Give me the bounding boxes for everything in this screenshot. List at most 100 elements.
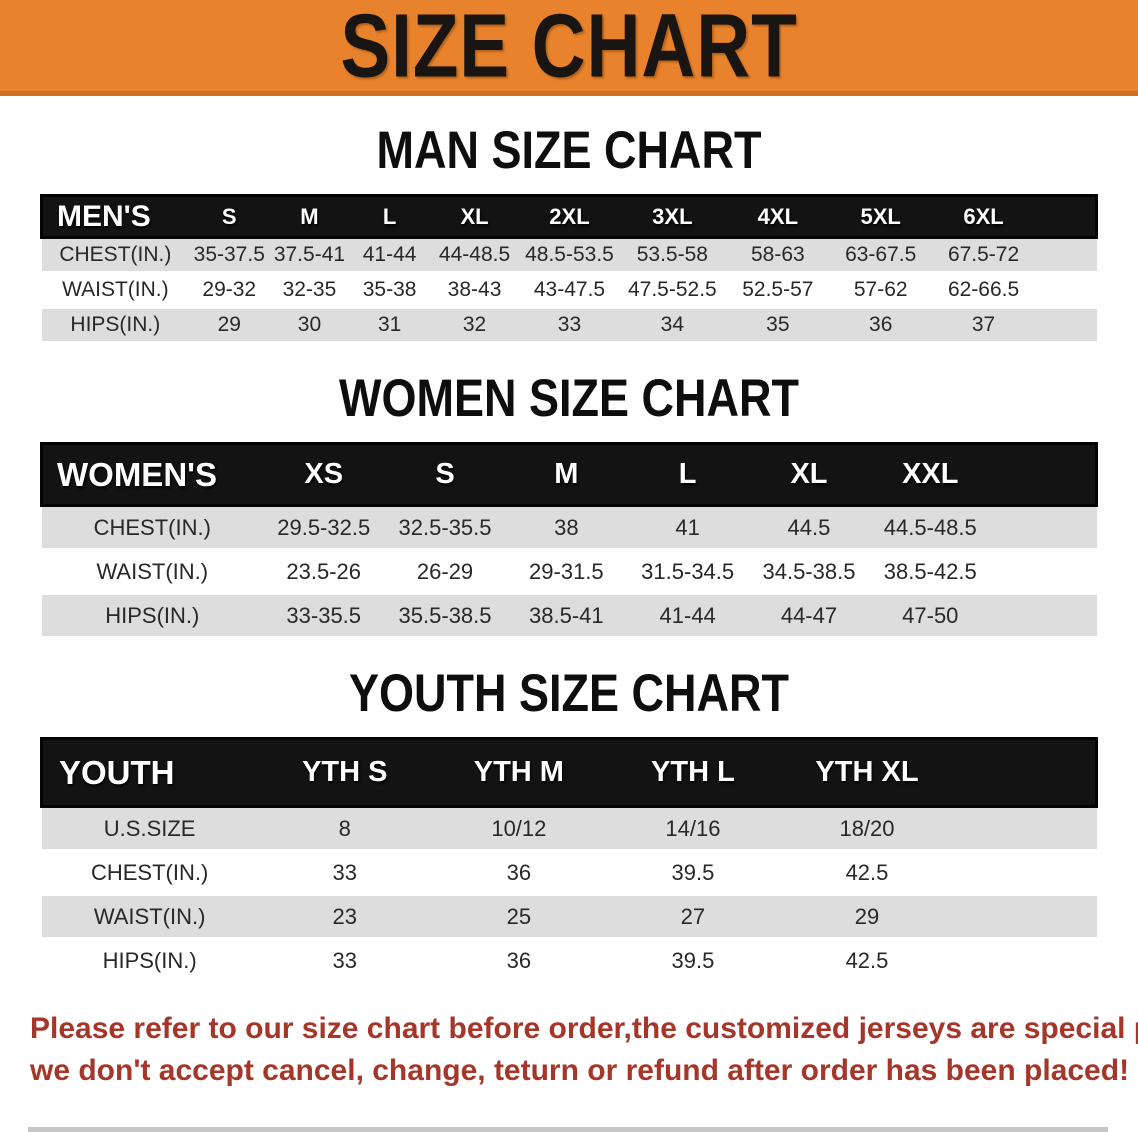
women-size-table: WOMEN'S XS S M L XL XXL CHEST(IN.) 29.5-32.5 32.5… — [40, 442, 1098, 639]
measurement-value: 27 — [605, 893, 780, 940]
size-column-header: YTH L — [605, 737, 780, 808]
measurement-value: 30 — [269, 306, 350, 344]
measurement-value: 36 — [431, 849, 606, 896]
header-spacer-cell — [990, 442, 1098, 507]
measurement-value: 26-29 — [384, 548, 506, 595]
row-label: HIPS(IN.) — [41, 306, 190, 344]
measurement-value: 29-31.5 — [505, 548, 627, 595]
row-spacer-cell — [954, 849, 1097, 896]
measurement-value: 42.5 — [779, 849, 955, 896]
row-label: CHEST(IN.) — [41, 504, 264, 551]
women-size-chart-section: WOMEN SIZE CHART WOMEN'S XS S M L XL XXL CHEST(… — [0, 371, 1138, 639]
measurement-value: 57-62 — [830, 271, 931, 309]
measurement-value: 29-32 — [189, 271, 270, 309]
size-column-header: XS — [263, 442, 385, 507]
measurement-value: 29.5-32.5 — [263, 504, 385, 551]
youth-size-chart-section: YOUTH SIZE CHART YOUTH YTH S YTH M YTH L YTH… — [0, 663, 1138, 984]
measurement-value: 34 — [619, 306, 726, 344]
measurement-value: 34.5-38.5 — [748, 548, 870, 595]
measurement-value: 44-48.5 — [429, 236, 520, 274]
measurement-value: 41 — [627, 504, 749, 551]
measurement-value: 41-44 — [349, 236, 430, 274]
disclaimer-line-2: we don't accept cancel, change, teturn o… — [30, 1054, 1130, 1087]
row-spacer-cell — [954, 937, 1097, 984]
table-group-label: YOUTH — [39, 737, 258, 808]
size-column-header: YTH S — [257, 737, 432, 808]
disclaimer-text: Please refer to our size chart before or… — [30, 1008, 1138, 1092]
measurement-value: 53.5-58 — [619, 236, 726, 274]
measurement-value: 35-37.5 — [189, 236, 270, 274]
youth-size-chart-heading: YOUTH SIZE CHART — [348, 663, 790, 723]
measurement-value: 35.5-38.5 — [384, 592, 506, 639]
header-row: WOMEN'S XS S M L XL XXL — [40, 442, 1098, 507]
size-column-header: 5XL — [830, 194, 931, 239]
measurement-row: CHEST(IN.) 35-37.5 37.5-41 41-44 44-48.5 48.5… — [41, 236, 1097, 274]
measurement-value: 44-47 — [748, 592, 870, 639]
measurement-value: 18/20 — [779, 805, 955, 852]
size-column-header: L — [349, 194, 430, 239]
measurement-value: 23 — [257, 893, 432, 940]
table-group-label: WOMEN'S — [40, 442, 264, 507]
header-spacer-cell — [1036, 194, 1099, 239]
measurement-value: 33 — [257, 849, 432, 896]
size-column-header: S — [189, 194, 270, 239]
measurement-value: 33-35.5 — [263, 592, 385, 639]
size-column-header: 6XL — [930, 194, 1037, 239]
size-column-header: XXL — [869, 442, 991, 507]
size-column-header: S — [384, 442, 506, 507]
measurement-value: 36 — [830, 306, 931, 344]
measurement-value: 29 — [779, 893, 955, 940]
row-label: U.S.SIZE — [41, 805, 258, 852]
measurement-value: 38.5-41 — [505, 592, 627, 639]
man-size-chart-section: MAN SIZE CHART MEN'S S M L XL 2XL 3XL 4XL 5XL 6XL… — [0, 123, 1138, 344]
measurement-value: 35-38 — [349, 271, 430, 309]
row-spacer-cell — [954, 893, 1097, 940]
size-column-header: YTH M — [431, 737, 606, 808]
measurement-row: CHEST(IN.) 29.5-32.5 32.5-35.5 38 41 44.5 44.5… — [41, 504, 1097, 551]
measurement-row: WAIST(IN.) 23.5-26 26-29 29-31.5 31.5-34.5 34… — [41, 548, 1097, 595]
size-column-header: L — [627, 442, 749, 507]
size-column-header: YTH XL — [779, 737, 955, 808]
row-spacer-cell — [990, 504, 1097, 551]
size-column-header: 3XL — [619, 194, 726, 239]
row-label: HIPS(IN.) — [41, 592, 264, 639]
size-column-header: 4XL — [725, 194, 831, 239]
table-group-label: MEN'S — [40, 194, 190, 239]
measurement-value: 44.5 — [748, 504, 870, 551]
row-spacer-cell — [1036, 306, 1097, 344]
measurement-value: 8 — [257, 805, 432, 852]
row-spacer-cell — [1036, 271, 1097, 309]
measurement-value: 48.5-53.5 — [519, 236, 620, 274]
measurement-value: 32.5-35.5 — [384, 504, 506, 551]
measurement-row: WAIST(IN.) 23 25 27 29 — [41, 893, 1097, 940]
row-spacer-cell — [954, 805, 1097, 852]
charts-area: MAN SIZE CHART MEN'S S M L XL 2XL 3XL 4XL 5XL 6XL… — [0, 123, 1138, 984]
row-spacer-cell — [990, 548, 1097, 595]
measurement-value: 37.5-41 — [269, 236, 350, 274]
measurement-value: 44.5-48.5 — [869, 504, 991, 551]
measurement-value: 10/12 — [431, 805, 606, 852]
banner: SIZE CHART — [0, 0, 1138, 96]
measurement-value: 23.5-26 — [263, 548, 385, 595]
measurement-value: 35 — [725, 306, 831, 344]
measurement-value: 33 — [519, 306, 620, 344]
row-label: WAIST(IN.) — [41, 548, 264, 595]
measurement-value: 31 — [349, 306, 430, 344]
disclaimer-line-1: Please refer to our size chart before or… — [30, 1012, 1138, 1045]
measurement-value: 31.5-34.5 — [627, 548, 749, 595]
measurement-value: 47-50 — [869, 592, 991, 639]
measurement-value: 43-47.5 — [519, 271, 620, 309]
header-row: MEN'S S M L XL 2XL 3XL 4XL 5XL 6XL — [40, 194, 1099, 239]
measurement-value: 25 — [431, 893, 606, 940]
measurement-value: 63-67.5 — [830, 236, 931, 274]
size-column-header: XL — [748, 442, 870, 507]
size-column-header: M — [505, 442, 627, 507]
measurement-value: 47.5-52.5 — [619, 271, 726, 309]
header-row: YOUTH YTH S YTH M YTH L YTH XL — [39, 737, 1099, 808]
measurement-value: 32-35 — [269, 271, 350, 309]
measurement-row: HIPS(IN.) 33-35.5 35.5-38.5 38.5-41 41-44 44-… — [41, 592, 1097, 639]
measurement-value: 67.5-72 — [930, 236, 1037, 274]
measurement-value: 36 — [431, 937, 606, 984]
measurement-value: 41-44 — [627, 592, 749, 639]
row-label: CHEST(IN.) — [41, 849, 258, 896]
